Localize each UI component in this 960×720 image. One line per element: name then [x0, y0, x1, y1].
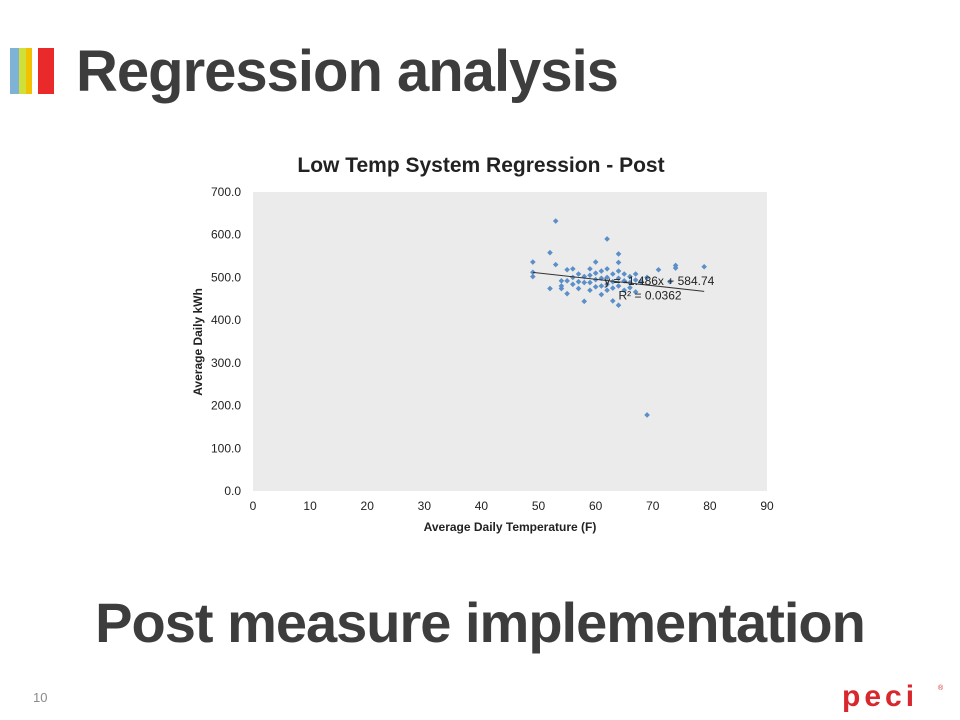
- data-points: [530, 218, 707, 418]
- accent-bar-red: [38, 48, 54, 94]
- accent-bar-green: [19, 48, 26, 94]
- data-point: [575, 285, 582, 292]
- data-point: [570, 266, 576, 272]
- y-tick-label: 300.0: [211, 356, 241, 370]
- data-point: [644, 274, 650, 281]
- data-point: [604, 281, 610, 288]
- x-tick-label: 60: [589, 499, 603, 513]
- accent-bars: [10, 48, 54, 94]
- x-tick-label: 90: [760, 499, 774, 513]
- data-point: [604, 274, 610, 281]
- data-point: [592, 284, 599, 290]
- data-point: [644, 412, 650, 418]
- accent-bar-yellow: [26, 48, 32, 94]
- y-axis-ticks: 0.0 100.0 200.0 300.0 400.0 500.0 600.0 700.0: [211, 185, 241, 498]
- data-point: [615, 275, 622, 282]
- data-point: [587, 287, 593, 294]
- data-point: [615, 302, 622, 308]
- data-point: [604, 266, 610, 272]
- data-point: [587, 266, 593, 272]
- y-tick-label: 400.0: [211, 313, 241, 327]
- data-point: [627, 273, 633, 280]
- data-point: [592, 259, 599, 265]
- data-point: [632, 289, 639, 295]
- data-point: [570, 281, 576, 288]
- accent-bar-blue: [10, 48, 19, 94]
- data-point: [547, 249, 553, 256]
- x-tick-label: 40: [475, 499, 489, 513]
- chart-title: Low Temp System Regression - Post: [297, 154, 664, 177]
- data-point: [564, 290, 570, 297]
- data-point: [604, 236, 610, 242]
- data-point: [638, 278, 645, 285]
- plot-area: [253, 192, 767, 491]
- y-tick-label: 200.0: [211, 399, 241, 413]
- slide-title: Regression analysis: [76, 39, 619, 104]
- x-tick-label: 20: [361, 499, 375, 513]
- data-point: [598, 283, 605, 289]
- x-axis-ticks: 0 10 20 30 40 50 60 70 80 90: [250, 499, 774, 513]
- data-point: [558, 278, 565, 284]
- data-point: [564, 278, 570, 284]
- page-number: 10: [33, 690, 48, 705]
- y-tick-label: 0.0: [224, 484, 241, 498]
- data-point: [627, 284, 633, 291]
- chart-svg: Low Temp System Regression - Post 0.0100…: [191, 154, 774, 534]
- data-point: [621, 287, 628, 294]
- data-point: [552, 218, 559, 224]
- peci-logo-icon: peci ®: [842, 680, 944, 713]
- data-point: [575, 271, 582, 277]
- y-tick-label: 100.0: [211, 441, 241, 455]
- data-point: [581, 298, 588, 305]
- x-axis-label: Average Daily Temperature (F): [424, 520, 597, 534]
- y-axis-label: Average Daily kWh: [191, 288, 205, 396]
- data-point: [587, 279, 593, 286]
- data-point: [558, 285, 565, 292]
- data-point: [581, 279, 588, 286]
- svg-text:peci: peci: [842, 680, 918, 713]
- x-tick-label: 0: [250, 499, 257, 513]
- data-point: [575, 278, 582, 285]
- x-tick-label: 80: [703, 499, 717, 513]
- r-squared-label: R² = 0.0362: [619, 289, 682, 303]
- svg-text:®: ®: [938, 684, 944, 692]
- trendline-equation: y = -1.486x + 584.74: [604, 274, 714, 288]
- data-point: [570, 274, 576, 281]
- data-point: [547, 285, 553, 292]
- data-point: [667, 278, 673, 285]
- x-tick-label: 30: [418, 499, 432, 513]
- data-point: [592, 270, 599, 276]
- data-point: [598, 291, 605, 298]
- data-point: [564, 266, 570, 273]
- data-point: [604, 287, 610, 294]
- data-point: [632, 277, 639, 283]
- y-tick-label: 500.0: [211, 270, 241, 284]
- data-point: [632, 271, 639, 277]
- data-point: [530, 269, 536, 276]
- data-point: [701, 263, 707, 270]
- data-point: [530, 273, 536, 280]
- scatter-chart: Low Temp System Regression - Post 0.0 100…: [180, 140, 780, 545]
- slide-subtitle: Post measure implementation: [95, 591, 866, 654]
- y-tick-label: 700.0: [211, 185, 241, 199]
- data-point: [621, 271, 628, 277]
- data-point: [627, 279, 633, 286]
- data-point: [610, 271, 616, 277]
- x-tick-label: 70: [646, 499, 660, 513]
- y-tick-label: 600.0: [211, 228, 241, 242]
- trendline: [532, 271, 705, 292]
- data-point: [672, 265, 679, 271]
- data-point: [587, 272, 593, 279]
- data-point: [530, 259, 536, 265]
- x-tick-label: 10: [303, 499, 317, 513]
- x-tick-label: 50: [532, 499, 546, 513]
- data-point: [610, 285, 616, 291]
- data-point: [552, 261, 559, 268]
- data-point: [610, 298, 616, 304]
- data-point: [598, 268, 605, 274]
